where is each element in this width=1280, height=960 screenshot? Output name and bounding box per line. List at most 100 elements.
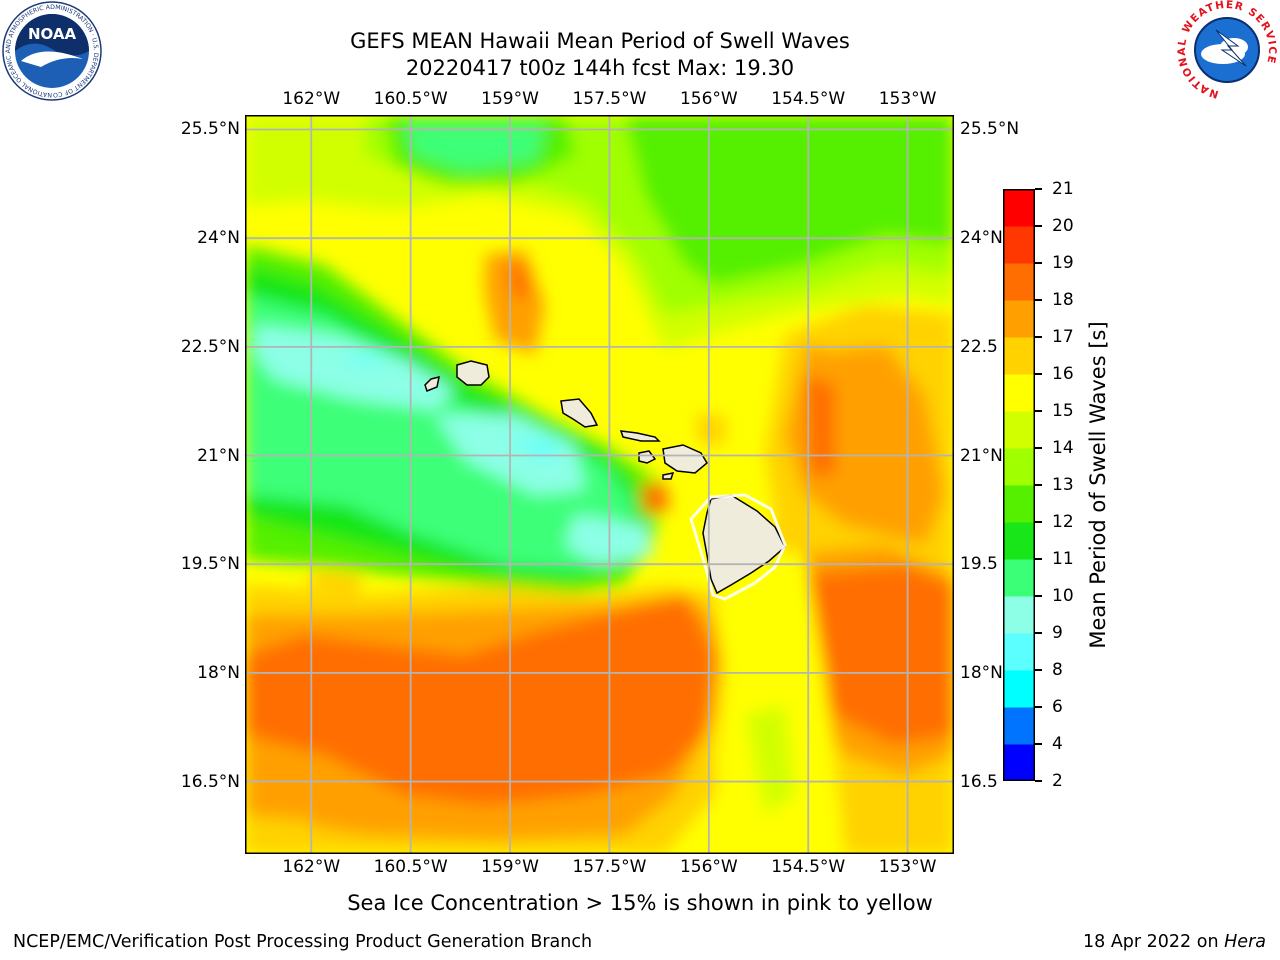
island-lanai — [638, 450, 657, 464]
colorbar-label: 6 — [1052, 697, 1063, 717]
colorbar — [1003, 189, 1035, 781]
colorbar-tick — [1035, 410, 1042, 412]
colorbar-cell — [1003, 596, 1035, 634]
lat-tick-right: 21°N — [960, 445, 1003, 466]
lon-tick-bot: 157.5°W — [572, 857, 647, 877]
lon-tick-top: 160.5°W — [373, 89, 448, 109]
colorbar-tick — [1035, 299, 1042, 301]
lat-tick-right: 22.5 — [960, 336, 998, 357]
chart-subtitle: 20220417 t00z 144h fcst Max: 19.30 — [405, 56, 795, 80]
lon-tick-top: 156°W — [679, 89, 738, 109]
noaa-logo-text: NOAA — [28, 25, 77, 43]
colorbar-cell — [1003, 670, 1035, 708]
lon-tick-top: 153°W — [878, 89, 937, 109]
lat-tick-right: 25.5°N — [960, 119, 1020, 140]
colorbar-label: 12 — [1052, 512, 1074, 532]
colorbar-cell — [1003, 522, 1035, 560]
colorbar-cell — [1003, 448, 1035, 486]
colorbar-cell — [1003, 485, 1035, 523]
lon-tick-top: 159°W — [481, 89, 539, 109]
sea-ice-caption: Sea Ice Concentration > 15% is shown in … — [347, 891, 933, 915]
colorbar-label: 8 — [1052, 660, 1063, 680]
swell-period-map — [245, 115, 954, 854]
lat-tick-left: 19.5°N — [180, 554, 240, 575]
islands — [424, 360, 786, 595]
colorbar-label: 10 — [1052, 586, 1074, 606]
island-hawaii — [702, 494, 786, 595]
colorbar-tick — [1035, 447, 1042, 449]
colorbar-tick — [1035, 743, 1042, 745]
island-maui — [662, 444, 708, 474]
colorbar-cell — [1003, 337, 1035, 375]
island-kahoolawe — [662, 472, 675, 480]
colorbar-label: 13 — [1052, 475, 1074, 495]
lat-tick-right: 19.5 — [960, 554, 998, 575]
colorbar-cell — [1003, 374, 1035, 412]
lon-tick-bot: 162°W — [282, 857, 341, 877]
colorbar-tick — [1035, 780, 1042, 782]
lon-tick-top: 154.5°W — [771, 89, 846, 109]
colorbar-label: 2 — [1052, 771, 1063, 791]
island-niihau — [424, 375, 440, 392]
colorbar-label: 15 — [1052, 401, 1074, 421]
colorbar-label: 4 — [1052, 734, 1063, 754]
lat-tick-left: 25.5°N — [180, 119, 240, 140]
footer-host: Hera — [1224, 932, 1266, 952]
lat-tick-left: 16.5°N — [180, 771, 240, 792]
colorbar-label: 17 — [1052, 327, 1074, 347]
island-molokai — [619, 430, 661, 442]
colorbar-tick — [1035, 558, 1042, 560]
colorbar-label: 20 — [1052, 216, 1074, 236]
lon-tick-bot: 154.5°W — [771, 857, 846, 877]
lat-tick-right: 18°N — [960, 662, 1003, 683]
colorbar-label: 11 — [1052, 549, 1074, 569]
colorbar-tick — [1035, 188, 1042, 190]
colorbar-cell — [1003, 744, 1035, 781]
lon-tick-bot: 156°W — [679, 857, 738, 877]
colorbar-tick — [1035, 225, 1042, 227]
lon-tick-bot: 159°W — [481, 857, 539, 877]
colorbar-title: Mean Period of Swell Waves [s] — [1086, 321, 1110, 649]
colorbar-cell — [1003, 559, 1035, 597]
lon-tick-bot: 160.5°W — [373, 857, 448, 877]
colorbar-cell — [1003, 633, 1035, 671]
colorbar-tick — [1035, 336, 1042, 338]
lon-tick-top: 157.5°W — [572, 89, 647, 109]
lat-tick-left: 18°N — [197, 662, 240, 683]
colorbar-label: 18 — [1052, 290, 1074, 310]
colorbar-tick — [1035, 521, 1042, 523]
colorbar-cell — [1003, 226, 1035, 264]
colorbar-label: 9 — [1052, 623, 1063, 643]
lat-tick-left: 22.5°N — [180, 336, 240, 357]
footer-date: 18 Apr 2022 on Hera — [1082, 932, 1266, 952]
colorbar-tick — [1035, 262, 1042, 264]
chart-title: GEFS MEAN Hawaii Mean Period of Swell Wa… — [350, 29, 850, 53]
colorbar-tick — [1035, 484, 1042, 486]
map-frame — [245, 115, 954, 854]
island-kauai — [456, 360, 490, 386]
colorbar-cell — [1003, 411, 1035, 449]
colorbar-tick — [1035, 669, 1042, 671]
lon-tick-top: 162°W — [282, 89, 341, 109]
colorbar-tick — [1035, 373, 1042, 375]
colorbar-cell — [1003, 300, 1035, 338]
lat-tick-right: 24°N — [960, 228, 1003, 249]
colorbar-tick — [1035, 595, 1042, 597]
colorbar-label: 16 — [1052, 364, 1074, 384]
island-oahu — [560, 398, 599, 428]
map-gridlines — [245, 115, 954, 854]
lat-tick-left: 24°N — [197, 228, 240, 249]
colorbar-label: 19 — [1052, 253, 1074, 273]
colorbar-cell — [1003, 189, 1035, 227]
footer-credit: NCEP/EMC/Verification Post Processing Pr… — [13, 932, 593, 952]
colorbar-tick — [1035, 632, 1042, 634]
colorbar-cell — [1003, 263, 1035, 301]
colorbar-cell — [1003, 707, 1035, 745]
lon-tick-bot: 153°W — [878, 857, 937, 877]
noaa-logo: NATIONAL OCEANIC AND ATMOSPHERIC ADMINIS… — [1, 1, 102, 101]
lat-tick-right: 16.5 — [960, 771, 998, 792]
colorbar-label: 14 — [1052, 438, 1074, 458]
colorbar-label: 21 — [1052, 179, 1074, 199]
nws-logo: NATIONAL WEATHER SERVICE — [1176, 0, 1277, 100]
colorbar-tick — [1035, 706, 1042, 708]
